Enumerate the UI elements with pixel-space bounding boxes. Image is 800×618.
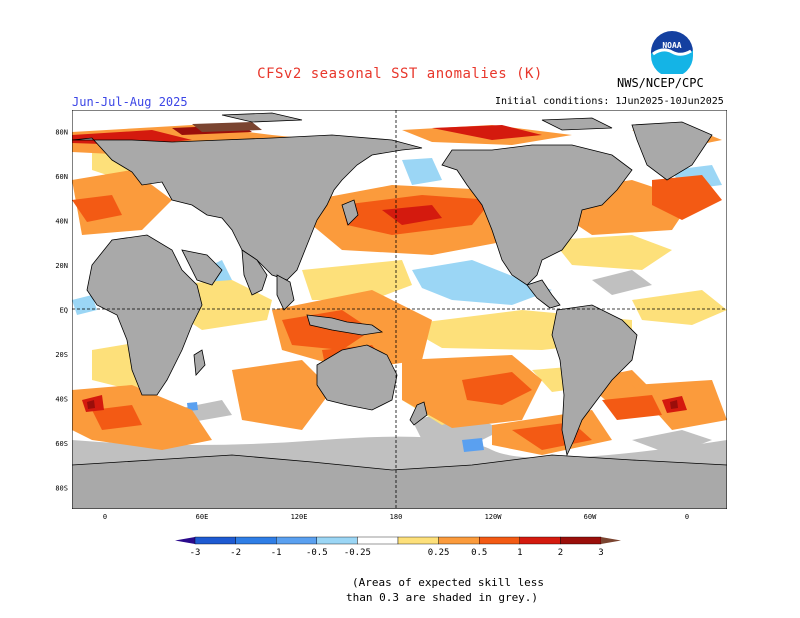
lat-label: 40N [55,218,68,226]
colorbar-tick-label: 1 [517,548,522,558]
colorbar-min-arrow [175,537,195,544]
lon-label: 180 [390,513,403,521]
agency-label: NWS/NCEP/CPC [617,76,704,90]
lon-axis: 0 60E 120E 180 120W 60W 0 [103,513,689,521]
colorbar-tick-label: 0.25 [428,548,450,558]
colorbar-tick-label: -0.25 [344,548,371,558]
lat-label: 60N [55,173,68,181]
colorbar-swatch [479,536,521,545]
warm-anomalies-max [192,122,262,132]
colorbar-swatch [438,536,480,545]
lon-label: 0 [103,513,107,521]
colorbar-swatch [519,536,561,545]
lon-label: 60W [584,513,597,521]
colorbar-swatch [357,536,399,545]
colorbar-swatch [275,536,317,545]
skill-note-line2: than 0.3 are shaded in grey.) [346,591,539,604]
colorbar-swatch [235,536,277,545]
colorbar-swatch [560,536,602,545]
sst-anomaly-map [72,110,727,509]
colorbar-tick-label: -0.5 [306,548,328,558]
lat-label: 80S [55,485,68,493]
colorbar-tick-label: 3 [598,548,603,558]
colorbar-tick-label: -1 [271,548,282,558]
colorbar-swatch [397,536,439,545]
land-masses [72,112,727,509]
skill-note-line1: (Areas of expected skill less [352,576,545,589]
logo-text: NOAA [662,41,681,50]
colorbar-tick-label: 0.5 [471,548,487,558]
noaa-logo: NOAA [651,31,693,74]
colorbar-tick-label: -2 [230,548,241,558]
lat-label: 80N [55,129,68,137]
colorbar: -3 -2 -1 -0.5 -0.25 0.25 0.5 1 2 3 [175,536,621,558]
lat-label: 40S [55,396,68,404]
colorbar-max-arrow [601,537,621,544]
initial-conditions-label: Initial conditions: 1Jun2025-10Jun2025 [495,96,724,107]
season-label: Jun-Jul-Aug 2025 [72,95,188,109]
colorbar-swatch [316,536,358,545]
lon-label: 0 [685,513,689,521]
lon-label: 120W [485,513,503,521]
lat-label: 20N [55,262,68,270]
colorbar-tick-label: 2 [558,548,563,558]
colorbar-tick-label: -3 [190,548,201,558]
chart-title: CFSv2 seasonal SST anomalies (K) [257,66,543,82]
lat-label: EQ [60,307,68,315]
lat-axis: 80N 60N 40N 20N EQ 20S 40S 60S 80S [55,129,68,493]
lon-label: 120E [291,513,308,521]
colorbar-swatch [194,536,236,545]
lon-label: 60E [196,513,209,521]
lat-label: 60S [55,440,68,448]
lat-label: 20S [55,351,68,359]
